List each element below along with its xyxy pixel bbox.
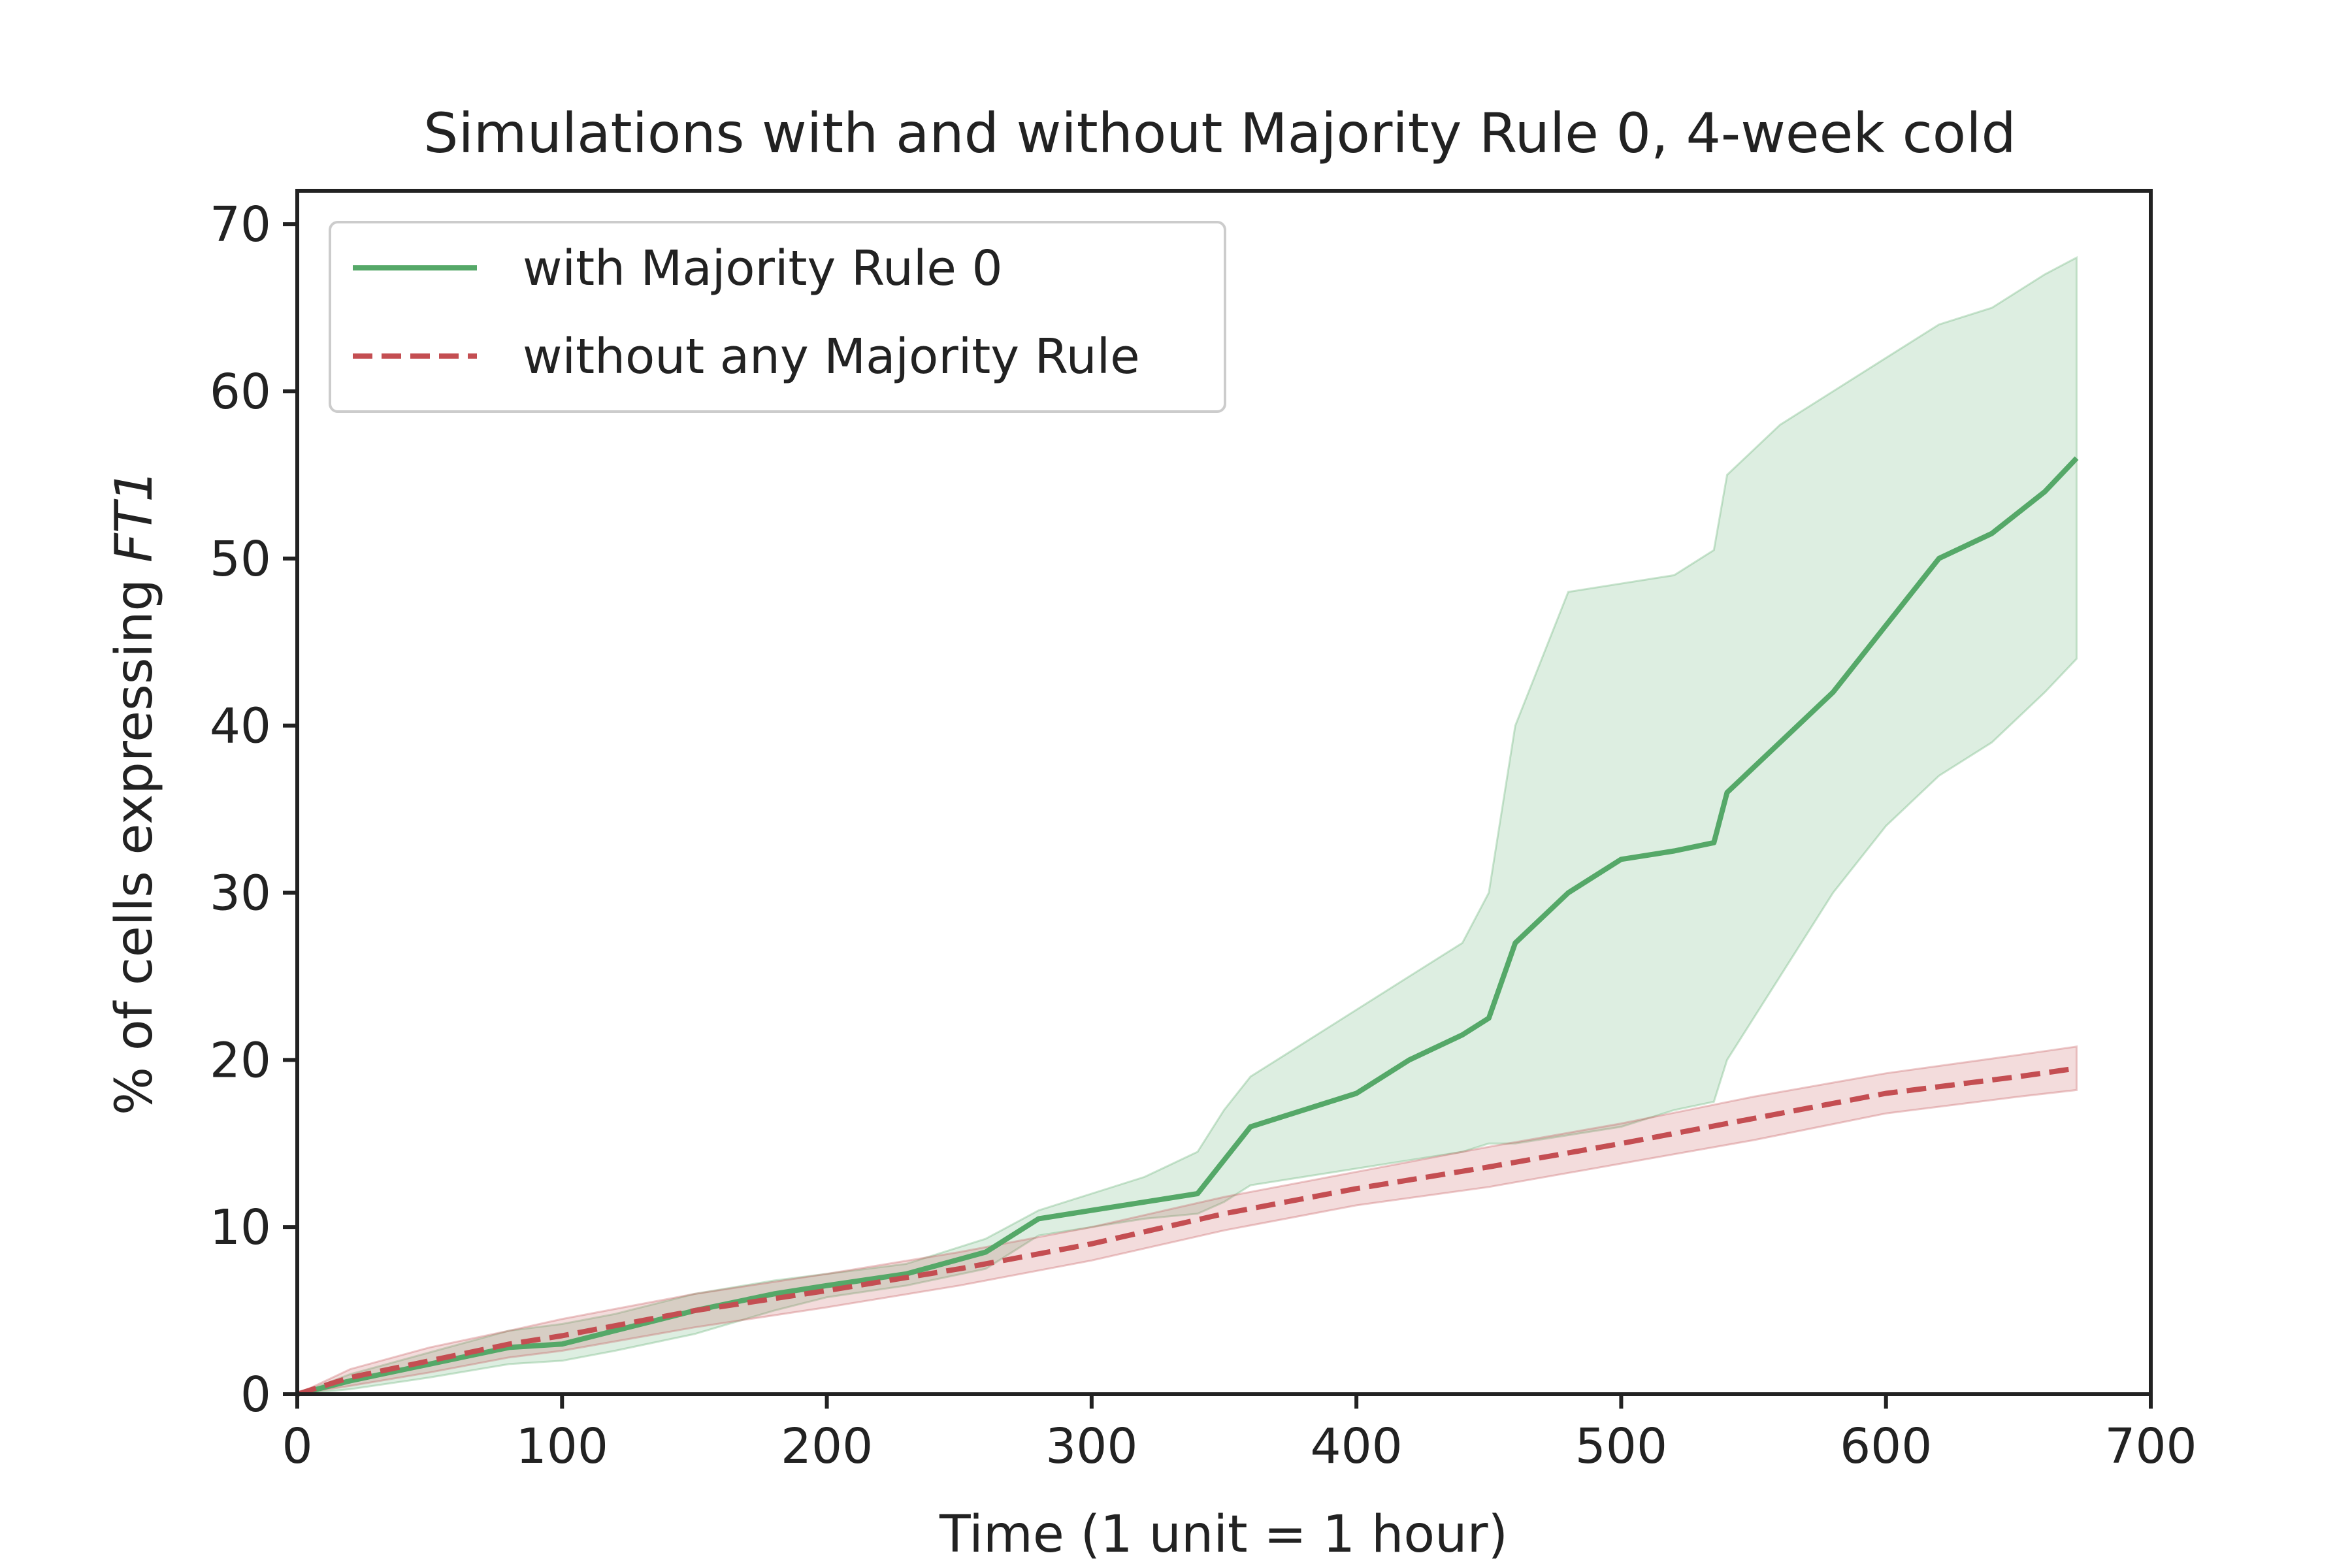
line-without-any-majority-rule: [296, 1066, 2078, 1397]
y-tick-label: 70: [210, 197, 271, 253]
y-tick-label: 50: [210, 531, 271, 587]
series-lines: [296, 456, 2079, 1397]
x-tick-label: 500: [1575, 1418, 1667, 1475]
y-tick-label: 60: [210, 364, 271, 420]
x-axis-label: Time (1 unit = 1 hour): [939, 1505, 1508, 1564]
x-axis-ticks: 0 100 200 300 400 500 600 700: [282, 1394, 2197, 1475]
y-axis-label-prefix: % of cells expressing: [105, 563, 164, 1115]
legend-label-with-majority-rule-0: with Majority Rule 0: [523, 240, 1003, 297]
x-tick-label: 600: [1840, 1418, 1932, 1475]
plot-area-frame: [295, 189, 2153, 1396]
legend: with Majority Rule 0 without any Majorit…: [329, 221, 1226, 413]
x-tick-label: 300: [1045, 1418, 1137, 1475]
legend-label-without-any-majority-rule: without any Majority Rule: [523, 329, 1140, 385]
y-tick-label: 0: [240, 1367, 271, 1423]
y-axis-label-gene: FT1: [105, 470, 164, 563]
y-tick-label: 30: [210, 866, 271, 922]
y-tick-label: 10: [210, 1200, 271, 1256]
x-tick-label: 200: [781, 1418, 873, 1475]
x-tick-label: 400: [1311, 1418, 1403, 1475]
legend-frame: [329, 221, 1226, 413]
y-axis-ticks: 0 10 20 30 40 50 60 70: [210, 197, 297, 1423]
y-tick-label: 20: [210, 1032, 271, 1088]
y-tick-label: 40: [210, 698, 271, 755]
x-tick-label: 700: [2104, 1418, 2197, 1475]
y-axis-label: % of cells expressing FT1: [105, 470, 164, 1115]
chart-title: Simulations with and without Majority Ru…: [423, 101, 2016, 165]
x-tick-label: 100: [516, 1418, 608, 1475]
x-tick-label: 0: [282, 1418, 312, 1475]
